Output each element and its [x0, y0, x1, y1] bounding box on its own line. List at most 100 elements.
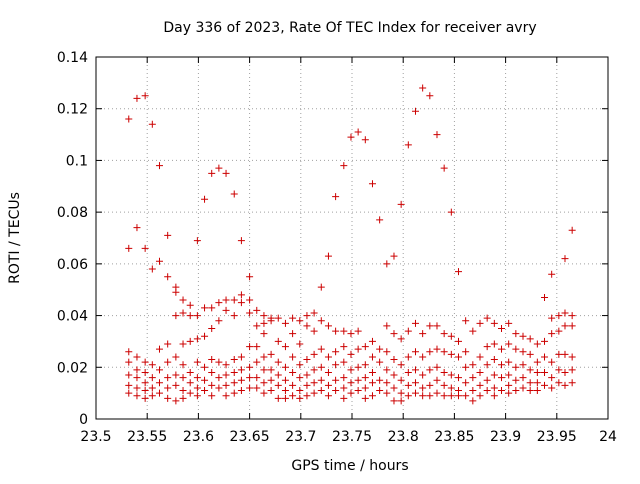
data-point: [215, 317, 223, 325]
data-point: [490, 340, 498, 348]
data-point: [419, 330, 427, 338]
data-point: [317, 376, 325, 384]
data-point: [476, 368, 484, 376]
data-point: [260, 312, 268, 320]
x-tick-label: 23.55: [127, 429, 167, 445]
data-point: [155, 257, 163, 265]
x-tick-label: 23.6: [183, 429, 214, 445]
y-tick-label: 0.06: [57, 257, 88, 273]
data-point: [454, 353, 462, 361]
data-point: [561, 309, 569, 317]
data-point: [383, 348, 391, 356]
data-point: [383, 260, 391, 268]
data-point: [541, 293, 549, 301]
data-point: [476, 319, 484, 327]
data-point: [505, 358, 513, 366]
data-point: [483, 361, 491, 369]
data-point: [332, 387, 340, 395]
data-point: [230, 356, 238, 364]
data-point: [368, 392, 376, 400]
data-point: [164, 340, 172, 348]
data-point: [133, 94, 141, 102]
data-point: [561, 322, 569, 330]
data-point: [476, 392, 484, 400]
data-point: [133, 392, 141, 400]
data-point: [376, 387, 384, 395]
data-point: [526, 387, 534, 395]
chart-title: Day 336 of 2023, Rate Of TEC Index for r…: [163, 20, 536, 36]
data-point: [296, 317, 304, 325]
data-point: [361, 394, 369, 402]
data-point: [498, 325, 506, 332]
data-point: [397, 335, 405, 343]
data-point: [164, 231, 172, 239]
data-point: [141, 92, 149, 100]
data-point: [193, 335, 201, 343]
data-point: [332, 348, 340, 356]
data-point: [433, 345, 441, 353]
data-point: [433, 376, 441, 384]
data-point: [141, 394, 149, 402]
data-point: [411, 389, 419, 397]
data-point: [512, 363, 520, 371]
data-point: [447, 350, 455, 358]
data-point: [411, 366, 419, 374]
data-point: [376, 376, 384, 384]
data-point: [498, 387, 506, 395]
data-point: [324, 322, 332, 330]
data-point: [419, 84, 427, 92]
data-point: [237, 353, 245, 361]
data-point: [222, 361, 230, 369]
data-point: [568, 379, 576, 387]
data-point: [368, 379, 376, 387]
data-point: [390, 397, 398, 405]
data-point: [447, 392, 455, 400]
data-point: [237, 376, 245, 384]
data-point: [568, 226, 576, 234]
data-point: [208, 325, 216, 332]
y-tick-label: 0.12: [57, 102, 88, 118]
data-point: [526, 379, 534, 387]
data-point: [519, 332, 527, 340]
data-point: [361, 374, 369, 382]
data-point: [411, 379, 419, 387]
data-point: [281, 376, 289, 384]
data-point: [289, 392, 297, 400]
data-point: [440, 368, 448, 376]
data-point: [498, 374, 506, 382]
data-point: [568, 322, 576, 330]
data-point: [440, 164, 448, 172]
data-point: [347, 330, 355, 338]
data-point: [289, 330, 297, 338]
data-point: [230, 190, 238, 198]
data-point: [404, 353, 412, 361]
data-point: [125, 115, 133, 123]
data-point: [317, 317, 325, 325]
data-point: [490, 384, 498, 392]
data-point: [340, 162, 348, 170]
data-point: [390, 384, 398, 392]
data-point: [246, 273, 254, 281]
data-point: [541, 381, 549, 389]
data-point: [186, 389, 194, 397]
data-point: [246, 296, 254, 304]
data-point: [332, 376, 340, 384]
data-point: [368, 368, 376, 376]
data-point: [230, 379, 238, 387]
data-point: [260, 366, 268, 374]
data-point: [274, 314, 282, 322]
data-point: [179, 340, 187, 348]
data-point: [383, 322, 391, 330]
data-point: [246, 309, 254, 317]
data-point: [447, 371, 455, 379]
data-point: [172, 288, 180, 296]
data-point: [141, 358, 149, 366]
data-point: [533, 340, 541, 348]
data-point: [419, 371, 427, 379]
data-point: [237, 237, 245, 245]
data-point: [317, 283, 325, 291]
data-point: [208, 368, 216, 376]
data-point: [433, 389, 441, 397]
data-point: [274, 394, 282, 402]
